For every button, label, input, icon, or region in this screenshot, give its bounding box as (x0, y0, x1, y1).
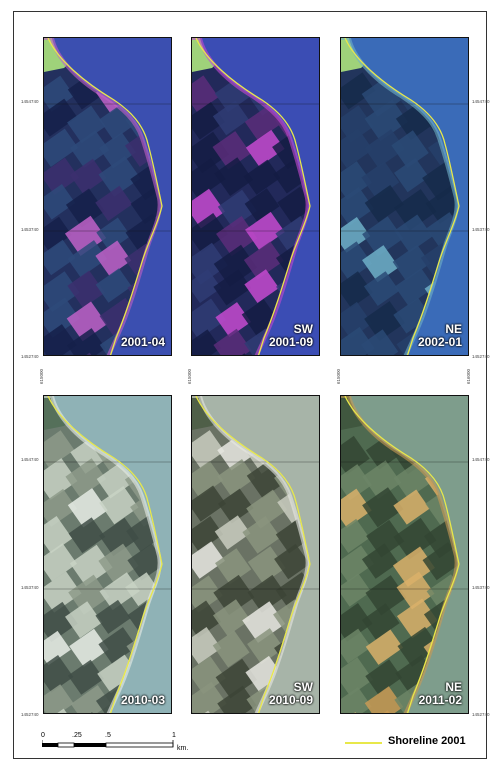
x-coord-label: 615000 (187, 368, 192, 384)
y-coord-label: 1453740 (472, 585, 490, 590)
shoreline-2001-line (344, 396, 460, 713)
y-coord-label: 1454740 (21, 99, 39, 104)
panel-label: NE 2002-01 (417, 322, 462, 349)
shoreline-2001-line (195, 396, 311, 713)
map-imagery (44, 396, 171, 713)
legend: Shoreline 2001 (345, 735, 485, 751)
map-panel-2010-09: SW 2010-09 (191, 395, 320, 714)
y-coord-label: 1454740 (21, 457, 39, 462)
y-coord-label: 1453740 (21, 585, 39, 590)
map-imagery (192, 396, 319, 713)
scale-bar-graphic (42, 740, 174, 748)
map-panel-2001-09: SW 2001-09 (191, 37, 320, 356)
scale-tick: .25 (72, 732, 82, 739)
y-coord-label: 1453740 (472, 227, 490, 232)
panel-label: 2001-04 (120, 335, 165, 349)
map-panel-2011-02: NE 2011-02 (340, 395, 469, 714)
x-coord-label: 616000 (466, 368, 471, 384)
y-coord-label: 1453740 (21, 227, 39, 232)
map-panel-2002-01: NE 2002-01 (340, 37, 469, 356)
map-imagery (341, 38, 468, 355)
scale-tick: .5 (105, 732, 111, 739)
scale-bar: 0 .25 .5 1 km. (41, 732, 242, 762)
y-coord-label: 1452740 (472, 354, 490, 359)
x-coord-label: 615000 (39, 368, 44, 384)
panel-label: SW 2010-09 (268, 680, 313, 707)
shoreline-2001-line (47, 38, 163, 355)
x-coord-label: 615000 (336, 368, 341, 384)
scale-tick: 1 (172, 732, 176, 739)
shoreline-2001-line (344, 38, 460, 355)
shoreline-2001-line (47, 396, 163, 713)
panel-label: SW 2001-09 (268, 322, 313, 349)
y-coord-label: 1454740 (472, 99, 490, 104)
map-imagery (341, 396, 468, 713)
y-coord-label: 1452740 (21, 354, 39, 359)
panel-label: NE 2011-02 (418, 680, 462, 707)
y-coord-label: 1452740 (472, 712, 490, 717)
map-panel-2001-04: 2001-04 (43, 37, 172, 356)
scale-tick: 0 (41, 732, 45, 739)
legend-label: Shoreline 2001 (388, 735, 466, 747)
panel-label: 2010-03 (120, 693, 165, 707)
map-imagery (192, 38, 319, 355)
legend-shoreline-swatch (345, 742, 382, 744)
y-coord-label: 1454740 (472, 457, 490, 462)
map-imagery (44, 38, 171, 355)
shoreline-2001-line (195, 38, 311, 355)
map-panel-2010-03: 2010-03 (43, 395, 172, 714)
scale-unit: km. (177, 745, 189, 752)
y-coord-label: 1452740 (21, 712, 39, 717)
